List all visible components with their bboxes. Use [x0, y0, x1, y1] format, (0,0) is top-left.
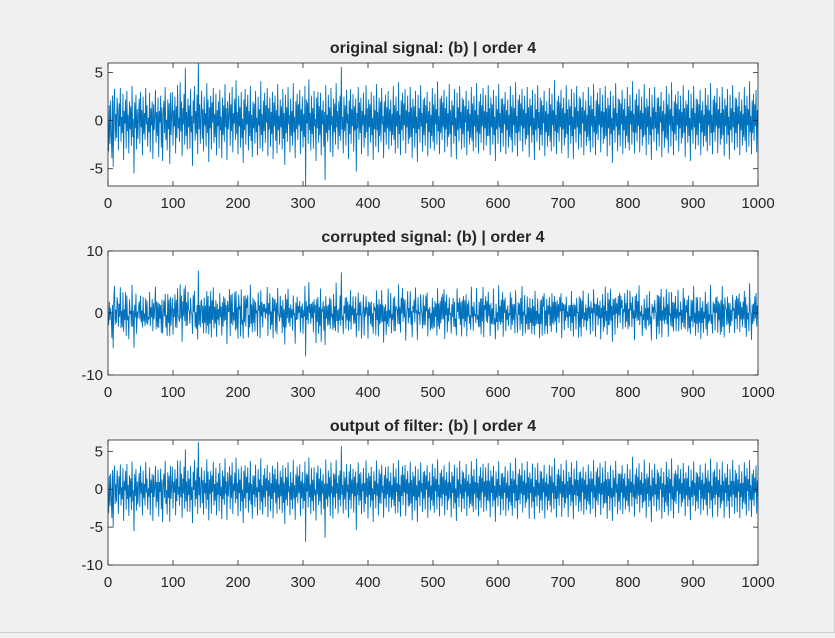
axes-title: corrupted signal: (b) | order 4: [321, 229, 544, 246]
x-tick-label: 300: [290, 384, 315, 401]
y-tick-label: 5: [95, 65, 103, 82]
y-tick-label: 0: [95, 481, 103, 498]
x-tick-label: 400: [355, 384, 380, 401]
x-tick-label: 300: [290, 195, 315, 212]
signal-line: [108, 63, 758, 186]
x-tick-label: 500: [420, 574, 445, 591]
x-tick-label: 800: [615, 384, 640, 401]
x-tick-label: 600: [485, 384, 510, 401]
x-tick-label: 500: [420, 195, 445, 212]
y-tick-label: -5: [90, 519, 103, 536]
x-tick-label: 700: [550, 574, 575, 591]
axes-corrupted-signal[interactable]: corrupted signal: (b) | order 4 0 100 200 3…: [81, 229, 835, 401]
x-tick-label: 200: [225, 384, 250, 401]
x-tick-label: 1000: [741, 574, 774, 591]
x-tick-label: 300: [290, 574, 315, 591]
x-tick-label: 600: [485, 574, 510, 591]
x-tick-label: 1000: [741, 384, 774, 401]
y-tick-label: -5: [90, 161, 103, 178]
signal-line: [108, 270, 758, 357]
y-tick-label: 0: [95, 113, 103, 130]
y-tick-label: 10: [86, 243, 103, 260]
x-tick-label: 600: [485, 195, 510, 212]
axes-filter-output[interactable]: output of filter: (b) | order 4 0 100 200 3…: [81, 418, 835, 591]
x-tick-label: 0: [104, 384, 112, 401]
x-tick-label: 500: [420, 384, 445, 401]
x-tick-label: 100: [160, 384, 185, 401]
x-tick-label: 200: [225, 195, 250, 212]
x-tick-label: 0: [104, 195, 112, 212]
x-tick-label: 800: [615, 574, 640, 591]
x-tick-label: 700: [550, 195, 575, 212]
x-tick-label: 400: [355, 195, 380, 212]
signal-line: [108, 441, 758, 542]
x-tick-label: 400: [355, 574, 380, 591]
axes-title: original signal: (b) | order 4: [330, 40, 536, 57]
axes-title: output of filter: (b) | order 4: [330, 418, 536, 435]
axes-original-signal[interactable]: original signal: (b) | order 4 0 100 200 30…: [90, 40, 835, 212]
x-tick-label: 700: [550, 384, 575, 401]
y-tick-label: 0: [95, 305, 103, 322]
x-tick-label: 900: [680, 384, 705, 401]
y-tick-label: 5: [95, 443, 103, 460]
x-tick-label: 100: [160, 574, 185, 591]
x-tick-label: 200: [225, 574, 250, 591]
x-tick-label: 100: [160, 195, 185, 212]
x-tick-label: 0: [104, 574, 112, 591]
x-tick-label: 900: [680, 574, 705, 591]
x-tick-label: 900: [680, 195, 705, 212]
x-tick-label: 1000: [741, 195, 774, 212]
x-tick-label: 800: [615, 195, 640, 212]
y-tick-label: -10: [81, 367, 103, 384]
y-tick-label: -10: [81, 557, 103, 574]
